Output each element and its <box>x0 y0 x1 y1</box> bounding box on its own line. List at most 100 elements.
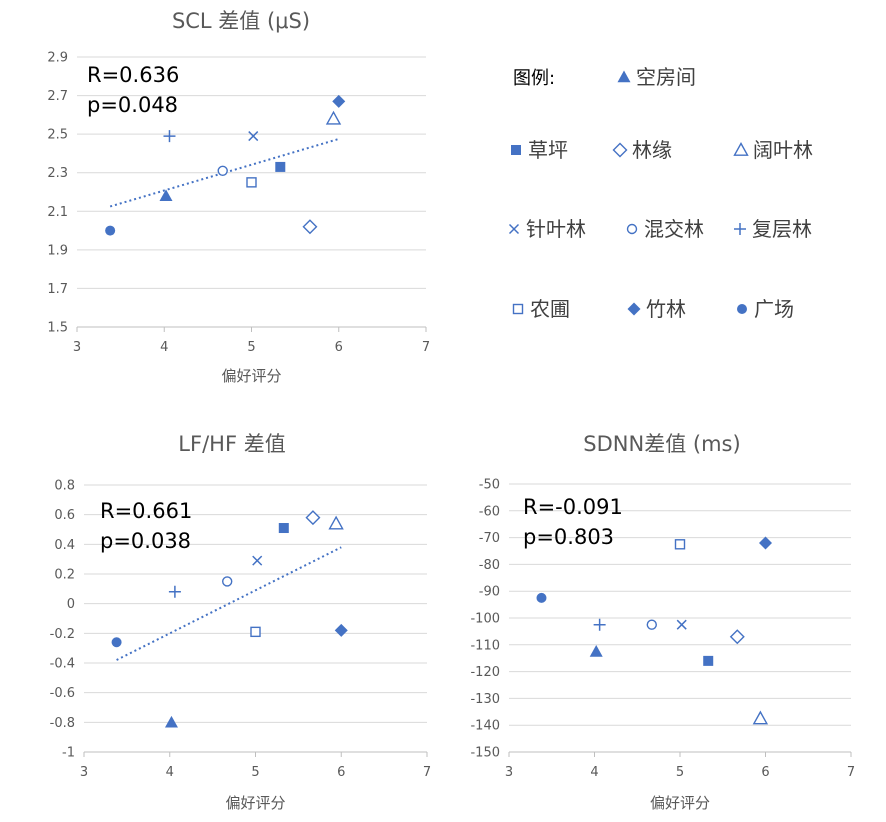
sdnn-ytick-label: -70 <box>479 531 500 546</box>
scl-point-caoping <box>275 161 286 172</box>
legend-label-kongfangjian: 空房间 <box>636 65 696 89</box>
sdnn-chart: SDNN差值 (ms) -150 -140 -130 -120 -110 -100 -90 -8… <box>470 432 855 812</box>
lfhf-ytick-label: -0.4 <box>50 657 75 672</box>
lfhf-xtick-label: 5 <box>251 765 259 780</box>
scl-ytick-label: 2.1 <box>47 205 68 220</box>
scl-ytick-label: 1.5 <box>47 321 68 336</box>
scl-point-nongpu <box>246 177 257 188</box>
scl-ytick-label: 2.7 <box>47 89 68 104</box>
sdnn-ytick-label: -150 <box>470 746 500 761</box>
legend-label-linyuan: 林缘 <box>632 138 672 162</box>
sdnn-ytick-label: -50 <box>479 478 500 493</box>
lfhf-point-kuoyelin <box>328 515 344 530</box>
sdnn-point-zhenyelin <box>676 619 687 630</box>
scl-xtick-label: 7 <box>422 340 430 355</box>
scl-point-zhulin <box>332 94 346 108</box>
scl-point-kuoyelin <box>325 110 342 125</box>
scl-ytick-label: 2.3 <box>47 166 68 181</box>
lfhf-ytick-label: -1 <box>62 746 75 761</box>
sdnn-xtick-label: 5 <box>676 765 684 780</box>
lfhf-point-fucenglin <box>168 585 181 598</box>
lfhf-point-caoping <box>278 523 289 534</box>
lfhf-point-hunjiaolin <box>222 576 233 587</box>
lfhf-ytick-label: -0.6 <box>50 686 75 701</box>
lfhf-xtick-label: 4 <box>166 765 174 780</box>
sdnn-ytick-label: -90 <box>479 585 500 600</box>
sdnn-point-hunjiaolin <box>646 619 657 630</box>
sdnn-point-fucenglin <box>593 618 606 631</box>
legend-label-nongpu: 农圃 <box>530 297 570 321</box>
lfhf-ytick-label: 0.8 <box>54 479 75 494</box>
scl-point-zhenyelin <box>248 131 259 142</box>
lfhf-ytick-label: 0 <box>67 597 75 612</box>
scl-point-fucenglin <box>163 130 176 143</box>
lfhf-point-guangchang <box>111 637 122 648</box>
legend-label-kuoyelin: 阔叶林 <box>753 138 813 162</box>
scl-point-linyuan <box>302 219 318 235</box>
sdnn-r-value: R=-0.091 <box>523 495 623 519</box>
sdnn-xlabel: 偏好评分 <box>650 794 710 812</box>
legend-label-zhenyelin: 针叶林 <box>526 217 586 241</box>
sdnn-ytick-label: -110 <box>470 638 500 653</box>
lfhf-ytick-label: -0.2 <box>50 627 75 642</box>
sdnn-point-zhulin <box>759 536 772 550</box>
scl-point-guangchang <box>105 225 116 236</box>
scl-xtick-label: 6 <box>335 340 343 355</box>
sdnn-xtick-label: 3 <box>505 765 513 780</box>
sdnn-ytick-label: -80 <box>479 558 500 573</box>
sdnn-point-kongfangjian <box>589 645 603 657</box>
legend-title: 图例: <box>513 68 555 89</box>
legend-label-zhulin: 竹林 <box>646 297 686 321</box>
lfhf-ytick-label: 0.6 <box>54 508 75 523</box>
scl-ytick-label: 2.5 <box>47 128 68 143</box>
sdnn-xtick-label: 4 <box>590 765 598 780</box>
sdnn-ytick-label: -120 <box>470 665 500 680</box>
sdnn-ytick-label: -60 <box>479 504 500 519</box>
legend-marker-linyuan <box>612 142 628 158</box>
scl-title: SCL 差值 (μS) <box>172 9 310 33</box>
sdnn-xtick-label: 7 <box>847 765 855 780</box>
sdnn-ytick-label: -130 <box>470 692 500 707</box>
legend-marker-guangchang <box>737 304 747 314</box>
scl-r-value: R=0.636 <box>87 63 179 87</box>
lfhf-ytick-label: 0.4 <box>54 538 75 553</box>
lfhf-point-nongpu <box>250 626 261 638</box>
legend-marker-kongfangjian <box>617 70 631 83</box>
sdnn-point-nongpu <box>674 539 686 550</box>
legend-marker-kuoyelin <box>733 142 749 156</box>
legend-label-hunjiaolin: 混交林 <box>644 217 704 241</box>
lfhf-ytick-label: 0.2 <box>54 568 75 583</box>
sdnn-ytick-label: -100 <box>470 612 500 627</box>
scl-p-value: p=0.048 <box>87 93 178 117</box>
legend-label-guangchang: 广场 <box>754 297 794 321</box>
scl-ytick-label: 2.9 <box>47 51 68 66</box>
sdnn-title: SDNN差值 (ms) <box>583 432 740 456</box>
lfhf-ytick-label: -0.8 <box>50 716 75 731</box>
lfhf-point-kongfangjian <box>164 715 178 728</box>
lfhf-p-value: p=0.038 <box>100 529 191 553</box>
scl-xtick-label: 4 <box>160 340 168 355</box>
scl-point-kongfangjian <box>159 189 173 202</box>
lfhf-point-zhenyelin <box>252 555 263 566</box>
sdnn-xtick-label: 6 <box>761 765 769 780</box>
lfhf-chart: LF/HF 差值 -1 -0.8 -0.6 -0.4 -0.2 0 0.2 0.4 0.6 0.8 3… <box>50 432 432 812</box>
legend-label-caoping: 草坪 <box>528 138 568 162</box>
scl-ytick-label: 1.9 <box>47 243 68 258</box>
sdnn-point-linyuan <box>729 629 745 645</box>
sdnn-point-guangchang <box>536 592 547 603</box>
scl-xtick-label: 3 <box>73 340 81 355</box>
lfhf-title: LF/HF 差值 <box>178 432 285 456</box>
sdnn-point-kuoyelin <box>752 710 769 725</box>
scl-point-hunjiaolin <box>217 165 228 176</box>
legend-marker-zhulin <box>627 302 641 316</box>
sdnn-point-caoping <box>703 655 714 666</box>
lfhf-xtick-label: 7 <box>423 765 431 780</box>
legend-label-fucenglin: 复层林 <box>752 217 812 241</box>
lfhf-trendline <box>116 546 342 661</box>
lfhf-r-value: R=0.661 <box>100 499 192 523</box>
legend-marker-nongpu <box>512 303 524 315</box>
sdnn-ytick-label: -140 <box>470 719 500 734</box>
legend-marker-fucenglin <box>734 223 746 235</box>
